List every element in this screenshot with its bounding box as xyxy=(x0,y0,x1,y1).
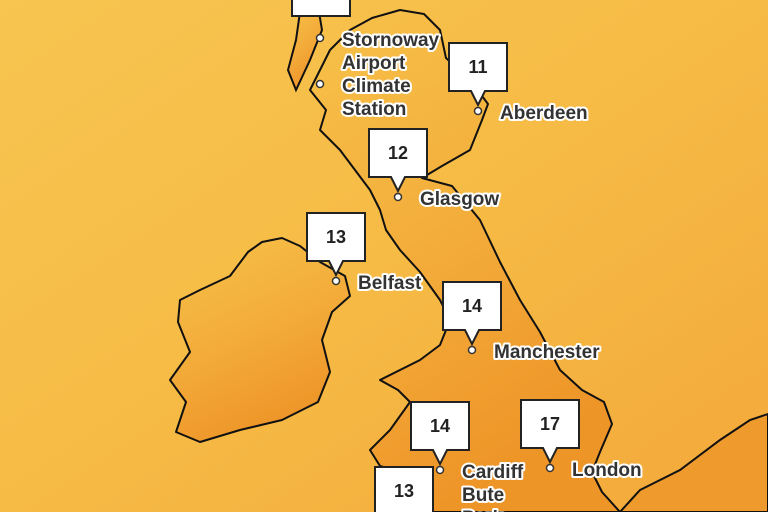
location-dot xyxy=(545,463,555,473)
location-label: Climate Station xyxy=(342,76,411,120)
location-label: Belfast xyxy=(358,273,422,294)
location-dot xyxy=(331,276,341,286)
location-dot xyxy=(435,465,445,475)
continent-coast xyxy=(618,412,768,512)
location-label: Manchester xyxy=(494,342,600,363)
location-dot xyxy=(393,192,403,202)
location-dot xyxy=(315,33,325,43)
temperature-callout xyxy=(410,401,470,467)
location-label: CardiffButePark xyxy=(462,462,524,512)
ireland-coast xyxy=(169,237,351,443)
temperature-callout xyxy=(306,212,366,278)
temperature-label: 13 xyxy=(326,227,346,247)
temperature-label: 14 xyxy=(430,416,450,436)
temperature-callout xyxy=(448,42,508,108)
location-label: London xyxy=(572,460,642,481)
temperature-label: 17 xyxy=(540,414,560,434)
temperature-callout xyxy=(368,128,428,194)
temperature-label: 11 xyxy=(468,57,487,77)
temperature-callout xyxy=(442,281,502,347)
temperature-label: 13 xyxy=(394,481,414,501)
temperature-callout xyxy=(520,399,580,465)
location-dot xyxy=(473,106,483,116)
temperature-label: 12 xyxy=(388,143,408,163)
location-dot xyxy=(315,79,325,89)
location-label: Stornoway Airport xyxy=(342,30,440,74)
temperature-label: 14 xyxy=(462,296,482,316)
location-label: Aberdeen xyxy=(500,103,588,124)
temperature-box xyxy=(291,0,351,17)
location-label: Glasgow xyxy=(420,189,499,210)
temperature-callout xyxy=(374,466,434,512)
location-dot xyxy=(467,345,477,355)
